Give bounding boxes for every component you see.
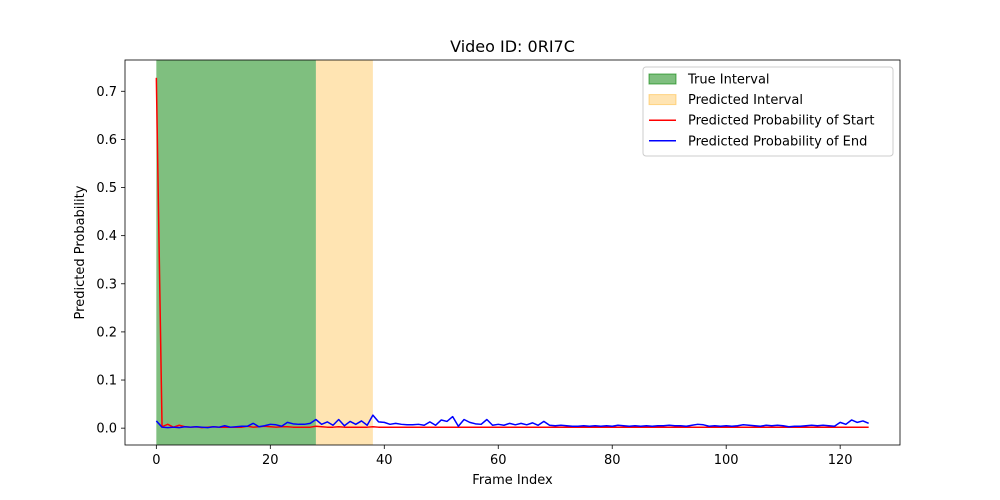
y-tick-label: 0.2: [96, 325, 117, 340]
span-predicted-interval: [315, 60, 373, 445]
legend-label: Predicted Probability of Start: [688, 114, 874, 129]
legend-box: [642, 66, 894, 157]
y-tick-label: 0.4: [96, 229, 117, 244]
y-tick-label: 0.6: [96, 133, 117, 148]
legend-label: Predicted Probability of End: [688, 134, 867, 149]
x-tick-label: 80: [604, 453, 621, 468]
y-axis-title: Predicted Probability: [73, 185, 88, 319]
chart-title: Video ID: 0RI7C: [450, 37, 575, 56]
x-tick-label: 40: [376, 453, 393, 468]
x-axis-title: Frame Index: [472, 473, 553, 488]
span-true-interval: [156, 60, 316, 445]
y-tick-label: 0.3: [96, 277, 117, 292]
plot-area: 0 20 40 60 80 100 120 0.0 0.1 0.2 0.3 0.4 0.5 0.6 0.7: [96, 59, 901, 468]
legend-swatch: [648, 94, 677, 106]
y-tick-label: 0.0: [96, 422, 117, 437]
series-line-start-probability: [155, 77, 869, 429]
axes-frame: [124, 59, 901, 446]
legend-label: True Interval: [687, 73, 770, 88]
legend: True Interval Predicted Interval Predicted…: [642, 66, 894, 157]
y-tick-label: 0.7: [96, 85, 117, 100]
x-tick-label: 120: [828, 453, 853, 468]
x-tick-label: 60: [490, 453, 507, 468]
x-tick-label: 100: [714, 453, 739, 468]
legend-swatch: [648, 73, 677, 85]
y-tick-label: 0.5: [96, 181, 117, 196]
x-tick-label: 0: [152, 453, 160, 468]
series-line-end-probability: [155, 414, 869, 429]
x-tick-label: 20: [262, 453, 279, 468]
legend-label: Predicted Interval: [688, 93, 803, 108]
y-tick-label: 0.1: [96, 374, 117, 389]
